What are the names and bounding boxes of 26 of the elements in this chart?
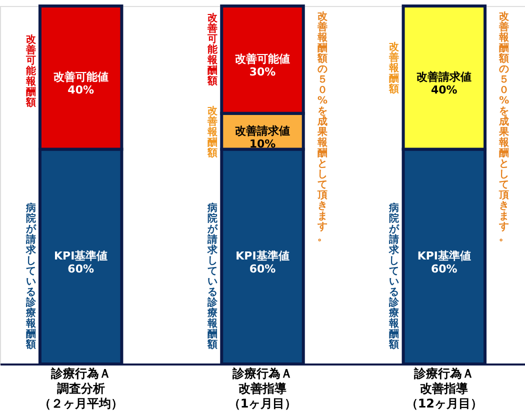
x-tick-label: 診療行為Ａ改善指導（1ヶ月目） (228, 366, 297, 410)
annotation: 改善可能報酬額 (24, 34, 37, 109)
text: 改善報酬額の５０%を成果報酬として頂きます。 (499, 11, 510, 243)
data-label: 40% (68, 84, 94, 97)
data-label: 30% (249, 66, 276, 79)
text: 病院が請求している診療報酬額 (208, 202, 218, 350)
text: KPI基準値 (417, 250, 472, 263)
annotation: 改善可能報酬額 (206, 12, 218, 88)
text: 改善可能値 (235, 52, 290, 66)
data-label: 40% (430, 84, 458, 97)
series-label: 改善請求値 (235, 124, 290, 138)
data-label: 60% (430, 262, 458, 276)
text: 改善報酬額の５０%を成果報酬として頂きます。 (317, 11, 328, 243)
text: 改善請求値 (416, 70, 472, 84)
x-tick-label: 診療行為Ａ調査分析（２ヶ月平均） (38, 366, 123, 410)
series-label: KPI基準値 (236, 250, 290, 263)
data-label: 60% (249, 262, 276, 276)
annotation: 改善報酬額 (388, 40, 400, 95)
x-tick-label: 診療行為Ａ改善指導（12ヶ月目） (406, 366, 483, 410)
text: 病院が請求している診療報酬額 (389, 202, 400, 350)
text: KPI基準値 (54, 250, 108, 263)
annotation: 改善報酬額 (206, 105, 218, 160)
data-label: 60% (68, 262, 94, 276)
data-label: 10% (249, 137, 276, 150)
series-label: 改善可能値 (53, 70, 108, 84)
text: 病院が請求している診療報酬額 (26, 202, 36, 350)
